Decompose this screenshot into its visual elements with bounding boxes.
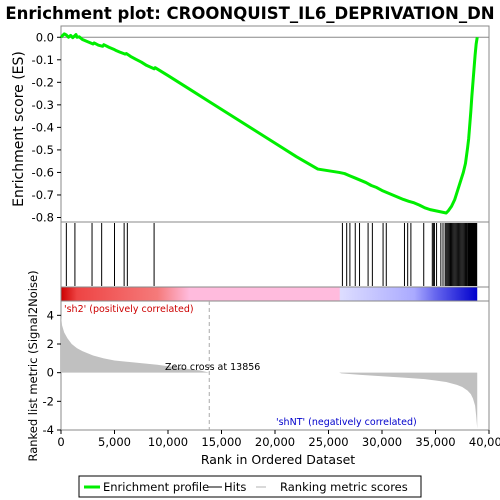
x-axis-label: Rank in Ordered Dataset [201,452,355,467]
x-tick-label: 25,000 [308,435,348,449]
negative-correlation-label: 'shNT' (negatively correlated) [276,417,417,428]
es-y-tick-label: -0.7 [32,188,54,202]
legend-enrichment-label: Enrichment profile [103,480,209,494]
es-y-axis: 0.0 -0.1 -0.2 -0.3 -0.4 -0.5 -0.6 -0.7 -0.8 [32,30,61,224]
metric-y-tick-label: 4 [47,308,54,322]
es-y-tick-label: -0.4 [32,120,54,134]
metric-y-axis-label: Ranked list metric (Signal2Noise) [26,270,40,461]
es-y-tick-label: -0.2 [32,75,54,89]
enrichment-profile-line [59,32,479,215]
metric-y-tick-label: 2 [47,337,54,351]
x-tick-label: 20,000 [255,435,295,449]
es-y-axis-label: Enrichment score (ES) [11,51,27,207]
x-tick-label: 15,000 [201,435,241,449]
x-tick-label: 5,000 [98,435,131,449]
zero-cross-label: Zero cross at 13856 [165,362,260,373]
legend-frame [78,475,422,498]
x-axis: 0 5,000 10,000 15,000 20,000 25,000 30,000 35,0… [57,430,500,449]
legend: Enrichment profile Hits Ranking metric s… [78,475,422,498]
hits-panel-frame [60,221,490,288]
legend-hits-label: Hits [224,480,246,494]
ranking-color-bar [61,287,478,301]
positive-correlation-label: 'sh2' (positively correlated) [64,304,194,315]
metric-y-tick-label: -4 [43,423,54,437]
x-tick-label: 35,000 [415,435,455,449]
metric-y-tick-label: -2 [43,394,54,408]
x-tick-label: 10,000 [148,435,188,449]
es-y-tick-label: 0.0 [36,30,54,44]
es-y-tick-label: -0.6 [32,165,54,179]
x-tick-label: 0 [57,435,64,449]
chart-title: Enrichment plot: CROONQUIST_IL6_DEPRIVAT… [5,4,494,23]
hit-markers [65,223,478,286]
metric-y-axis: 4 2 0 -2 -4 [43,308,61,437]
legend-metric-label: Ranking metric scores [280,480,408,494]
x-tick-label: 40,000 [469,435,500,449]
metric-y-tick-label: 0 [47,366,54,380]
es-y-tick-label: -0.1 [32,53,54,67]
es-y-tick-label: -0.8 [32,210,54,224]
es-y-tick-label: -0.3 [32,98,54,112]
es-y-tick-label: -0.5 [32,143,54,157]
x-tick-label: 30,000 [362,435,402,449]
ranking-metric-area [61,315,478,429]
